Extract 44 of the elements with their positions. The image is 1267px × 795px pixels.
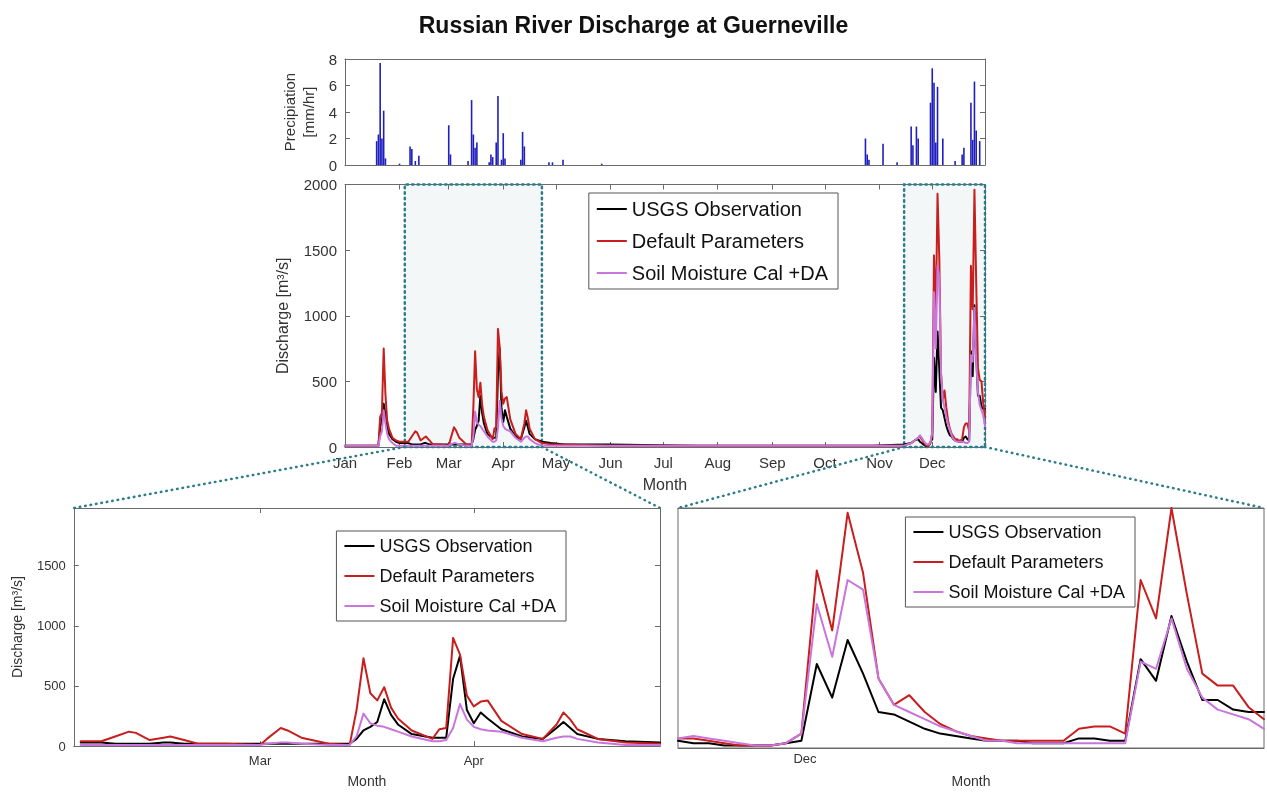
x-tick-label: Apr [491,454,515,471]
legend-label: Default Parameters [631,230,805,252]
x-tick-label: Jan [332,454,358,471]
legend-label: Default Parameters [948,552,1104,572]
x-axis-title: Month [347,773,387,789]
y-tick-label: 2000 [303,176,337,193]
y-tick-label: 1500 [303,241,337,259]
y-tick-label: 0 [58,738,66,754]
legend-label: Soil Moisture Cal +DA [631,262,829,284]
x-tick-label: Jul [653,454,673,471]
legend-label: Default Parameters [379,566,535,586]
x-tick-label: Mar [248,753,272,769]
y-tick-label: 2 [328,130,337,147]
y-axis-title: Precipiation [mm/hr] [280,72,317,152]
legend-label: USGS Observation [948,522,1102,542]
x-tick-label: Feb [386,454,413,471]
x-tick-label: Jun [598,454,623,471]
y-tick-label: 1000 [36,618,66,634]
x-axis-title: Month [642,476,688,494]
y-axis-title: Discharge [m³/s] [9,576,25,679]
x-tick-label: Dec [918,454,947,471]
y-tick-label: 1500 [36,558,66,574]
y-tick-label: 1000 [303,307,337,325]
y-tick-label: 500 [311,372,337,390]
y-tick-label: 4 [328,103,337,121]
x-tick-label: Sep [758,454,786,471]
y-axis-title: Discharge [m³/s] [274,257,292,374]
chart-title: Russian River Discharge at Guerneville [418,11,849,38]
x-tick-label: Aug [704,454,732,471]
y-tick-label: 8 [328,50,337,68]
legend-label: USGS Observation [631,198,802,220]
x-tick-label: May [541,454,571,471]
y-tick-label: 500 [44,678,66,694]
x-tick-label: Mar [435,454,462,471]
legend-label: Soil Moisture Cal +DA [948,582,1126,602]
x-tick-label: Nov [866,454,894,471]
legend-label: Soil Moisture Cal +DA [379,596,557,616]
x-tick-label: Oct [813,454,838,471]
legend-label: USGS Observation [379,536,533,556]
y-tick-label: 6 [328,77,337,94]
y-tick-label: 0 [328,438,337,456]
x-axis-title: Month [951,773,991,789]
x-tick-label: Apr [463,753,485,769]
y-tick-label: 0 [328,156,337,174]
